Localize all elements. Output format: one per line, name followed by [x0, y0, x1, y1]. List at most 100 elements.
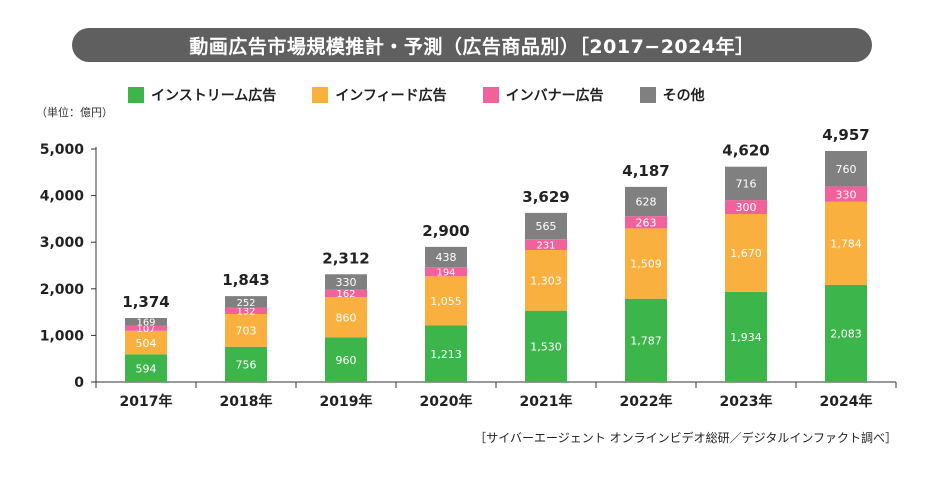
total-label: 2,312 [322, 249, 369, 267]
data-label-inbanner: 194 [436, 268, 455, 279]
y-tick-label: 4,000 [40, 189, 85, 205]
data-label-inbanner: 330 [836, 188, 857, 201]
x-tick-label: 2021年 [520, 393, 573, 410]
bar-segment-infeed [725, 214, 767, 292]
bar-segment-infeed [525, 249, 567, 311]
x-tick-label: 2019年 [320, 393, 373, 410]
bar-segment-inbanner [825, 186, 867, 202]
bar-segment-inbanner [225, 307, 267, 315]
legend-swatch-instream [128, 87, 144, 103]
bar-segment-other [525, 212, 567, 240]
bar-segment-infeed [225, 314, 267, 347]
data-label-instream: 1,934 [730, 331, 762, 344]
x-tick-label: 2022年 [620, 393, 673, 410]
bar-segment-other [125, 317, 167, 326]
y-tick-label: 3,000 [40, 235, 85, 251]
y-tick-label: 0 [74, 375, 84, 391]
legend-swatch-inbanner [482, 87, 499, 103]
bar-segment-other [425, 246, 467, 268]
data-label-other: 252 [236, 298, 255, 309]
data-label-infeed: 860 [336, 311, 357, 324]
y-tick-label: 2,000 [40, 282, 85, 298]
y-tick-label: 1,000 [40, 328, 85, 344]
data-label-instream: 756 [236, 359, 257, 372]
data-label-inbanner: 231 [536, 240, 555, 251]
bar-segment-other [725, 166, 767, 201]
bar-segment-instream [225, 346, 267, 382]
bar-segment-other [225, 296, 267, 308]
x-tick-label: 2024年 [820, 393, 873, 410]
bar-segment-other [825, 151, 867, 187]
total-label: 4,187 [622, 162, 669, 180]
bar-segment-instream [625, 298, 667, 382]
legend-swatch-other [639, 87, 656, 103]
data-label-instream: 1,787 [630, 335, 662, 348]
data-label-infeed: 1,670 [730, 247, 762, 260]
chart-title: 動画広告市場規模推計・予測（広告商品別）［2017−2024年］ [189, 35, 755, 58]
bar-segment-infeed [125, 330, 167, 355]
bar-segment-other [325, 274, 367, 290]
data-label-instream: 960 [336, 354, 357, 367]
total-label: 3,629 [522, 188, 569, 206]
total-label: 4,957 [822, 126, 869, 144]
data-label-inbanner: 162 [336, 289, 355, 300]
y-tick-label: 5,000 [40, 142, 85, 158]
data-label-infeed: 703 [236, 325, 257, 338]
bar-segment-instream [725, 291, 767, 382]
legend-label-instream: インストリーム広告 [151, 88, 277, 104]
bar-segment-instream [125, 354, 167, 382]
bar-segment-inbanner [625, 216, 667, 229]
data-label-infeed: 1,784 [830, 238, 862, 251]
data-label-other: 716 [736, 178, 757, 191]
legend-item-other: その他 [639, 85, 705, 105]
title-bar: 動画広告市場規模推計・予測（広告商品別）［2017−2024年］ [72, 28, 872, 62]
data-label-instream: 1,213 [430, 348, 462, 361]
data-label-infeed: 1,303 [530, 275, 562, 288]
bar-segment-inbanner [525, 239, 567, 250]
bar-segment-instream [525, 310, 567, 382]
total-label: 1,374 [122, 293, 169, 311]
data-label-other: 760 [836, 163, 857, 176]
data-label-other: 330 [336, 276, 357, 289]
x-tick-label: 2023年 [720, 393, 773, 410]
x-tick-label: 2018年 [220, 393, 273, 410]
bar-segment-instream [325, 337, 367, 382]
unit-label: （単位：億円） [36, 106, 113, 119]
data-label-instream: 2,083 [830, 328, 862, 341]
legend-label-inbanner: インバナー広告 [505, 88, 604, 104]
legend-swatch-infeed [312, 87, 329, 103]
data-label-other: 565 [536, 220, 557, 233]
bar-segment-instream [825, 284, 867, 382]
data-label-inbanner: 132 [236, 307, 255, 318]
bar-segment-other [625, 186, 667, 217]
x-tick-label: 2020年 [420, 393, 473, 410]
data-label-other: 628 [636, 196, 657, 209]
bar-segment-infeed [325, 297, 367, 338]
bar-segment-instream [425, 325, 467, 382]
data-label-other: 438 [436, 251, 457, 264]
data-label-inbanner: 107 [136, 324, 155, 335]
data-label-inbanner: 300 [736, 201, 757, 214]
data-label-infeed: 1,509 [630, 258, 662, 271]
data-label-instream: 594 [136, 362, 157, 375]
data-label-other: 169 [136, 318, 155, 329]
legend-label-other: その他 [662, 88, 705, 104]
total-label: 4,620 [722, 142, 769, 160]
total-label: 2,900 [422, 222, 469, 240]
data-label-infeed: 504 [136, 337, 157, 350]
x-tick-label: 2017年 [120, 393, 173, 410]
legend: インストリーム広告 インフィード広告 インバナー広告 その他 [128, 84, 741, 106]
data-label-inbanner: 263 [636, 216, 657, 229]
legend-item-instream: インストリーム広告 [128, 85, 276, 105]
bar-segment-inbanner [725, 200, 767, 215]
total-label: 1,843 [222, 271, 269, 289]
source-note: ［サイバーエージェント オンラインビデオ総研／デジタルインファクト調べ］ [474, 431, 897, 445]
bar-segment-infeed [625, 228, 667, 299]
legend-label-infeed: インフィード広告 [335, 88, 447, 104]
data-label-infeed: 1,055 [430, 295, 462, 308]
bar-segment-infeed [425, 276, 467, 326]
legend-item-inbanner: インバナー広告 [482, 85, 604, 105]
bar-segment-inbanner [425, 267, 467, 277]
